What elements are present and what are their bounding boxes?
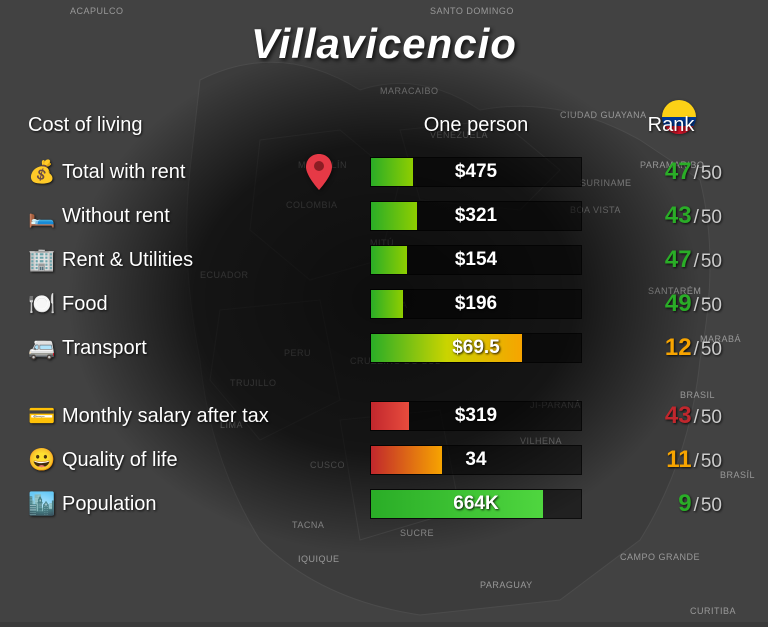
bar: 664K [370,489,582,519]
row-label: Monthly salary after tax [62,405,370,428]
row-label: Quality of life [62,449,370,472]
bar: $196 [370,289,582,319]
row-icon: 🏙️ [28,491,62,517]
header-cost: Cost of living [28,114,370,137]
rank: 12/50 [582,334,740,362]
bar-value: $475 [371,158,581,186]
row-label: Without rent [62,205,370,228]
bar-value: 664K [371,490,581,518]
row-label: Transport [62,337,370,360]
column-headers: Cost of living One person Rank [28,114,740,137]
data-row: 🚐Transport$69.512/50 [28,326,740,370]
row-icon: 😀 [28,447,62,473]
row-icon: 🚐 [28,335,62,361]
bar: $321 [370,201,582,231]
row-icon: 🛏️ [28,203,62,229]
content: Villavicencio Cost of living One person … [0,0,768,622]
row-label: Total with rent [62,161,370,184]
data-row: 💳Monthly salary after tax$31943/50 [28,394,740,438]
bar-value: $321 [371,202,581,230]
row-label: Rent & Utilities [62,249,370,272]
bar-value: $319 [371,402,581,430]
header-one-person: One person [370,114,582,137]
row-icon: 💳 [28,403,62,429]
rank: 43/50 [582,202,740,230]
row-icon: 💰 [28,159,62,185]
row-label: Population [62,493,370,516]
bar-value: $196 [371,290,581,318]
bar-value: 34 [371,446,581,474]
data-rows: 💰Total with rent$47547/50🛏️Without rent$… [28,150,740,526]
header-rank: Rank [582,114,740,137]
bar: 34 [370,445,582,475]
data-row: 🏢Rent & Utilities$15447/50 [28,238,740,282]
data-row: 🍽️Food$19649/50 [28,282,740,326]
rank: 9/50 [582,490,740,518]
bar: $69.5 [370,333,582,363]
rank: 11/50 [582,446,740,474]
bar-value: $154 [371,246,581,274]
row-label: Food [62,293,370,316]
data-row: 🛏️Without rent$32143/50 [28,194,740,238]
data-row: 😀Quality of life3411/50 [28,438,740,482]
bar: $475 [370,157,582,187]
row-icon: 🏢 [28,247,62,273]
bar-value: $69.5 [371,334,581,362]
bar: $319 [370,401,582,431]
rank: 43/50 [582,402,740,430]
bar: $154 [370,245,582,275]
rank: 47/50 [582,158,740,186]
row-icon: 🍽️ [28,291,62,317]
data-row: 🏙️Population664K9/50 [28,482,740,526]
rank: 49/50 [582,290,740,318]
page-title: Villavicencio [28,20,740,68]
rank: 47/50 [582,246,740,274]
data-row: 💰Total with rent$47547/50 [28,150,740,194]
